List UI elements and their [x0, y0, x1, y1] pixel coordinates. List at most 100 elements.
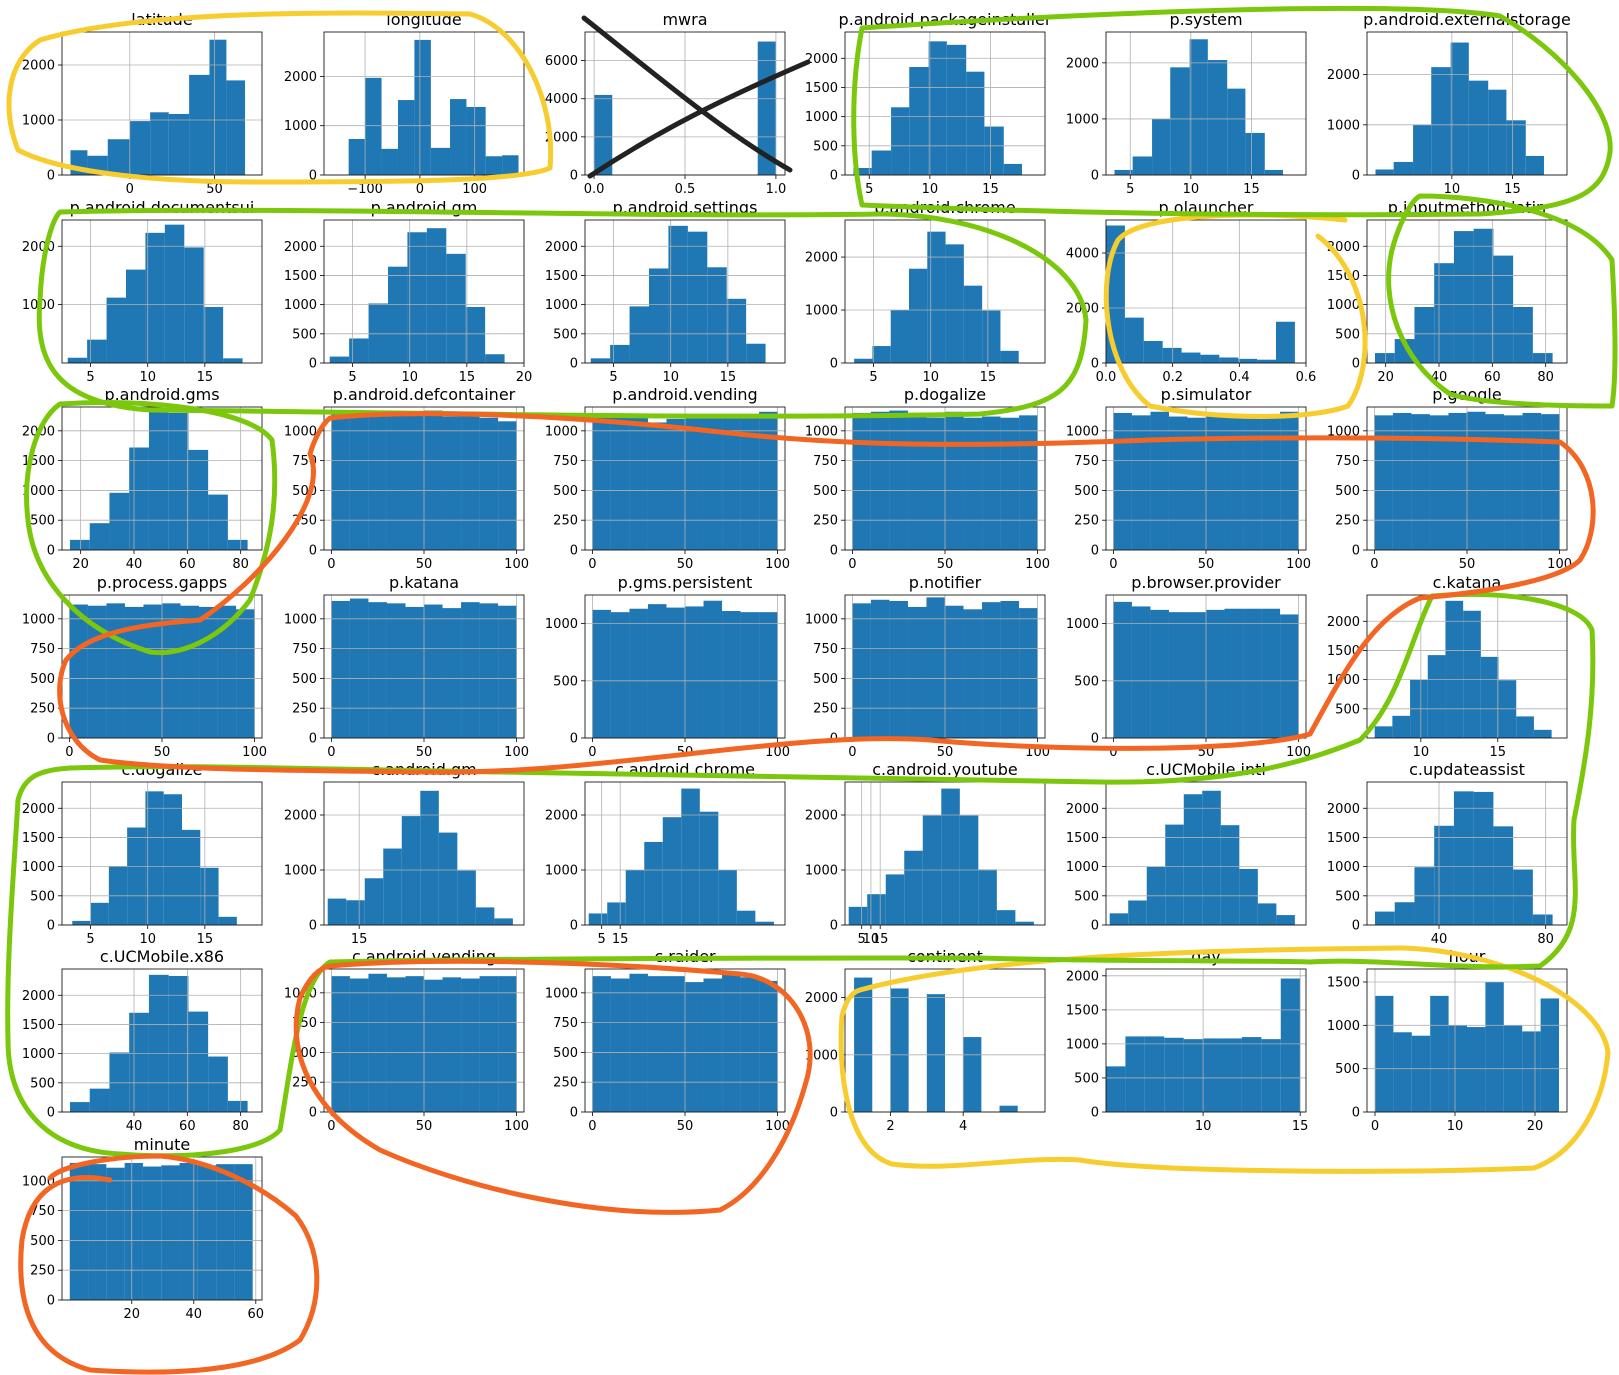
histogram-bar	[662, 817, 682, 925]
histogram-bar	[592, 609, 611, 738]
histogram-bar	[718, 870, 737, 925]
histogram-bar	[1375, 911, 1395, 925]
x-tick-label: 20	[72, 557, 89, 572]
histogram-bar	[963, 1037, 982, 1112]
histogram-title: c.updateassist	[1409, 760, 1525, 779]
histogram-bar	[1113, 601, 1132, 738]
histogram-bar	[666, 418, 685, 550]
histogram-bar	[755, 921, 774, 925]
y-tick-label: 1000	[1066, 860, 1099, 875]
histogram-bar	[364, 878, 384, 925]
x-tick-label: 0	[1371, 1119, 1379, 1134]
histogram-bar	[1261, 1039, 1281, 1112]
histogram-bar	[592, 976, 611, 1112]
histogram-bar	[685, 606, 704, 738]
histogram-bar	[90, 902, 109, 925]
histogram-bar	[1276, 915, 1295, 925]
y-tick-label: 0	[1352, 169, 1360, 184]
y-tick-label: 0	[1352, 357, 1360, 372]
histogram-title: p.notifier	[909, 573, 982, 592]
histogram-bar	[430, 147, 451, 175]
histogram-bar	[162, 603, 181, 738]
x-tick-label: 0	[1109, 557, 1117, 572]
y-tick-label: 4000	[545, 92, 578, 107]
y-tick-label: 750	[553, 1016, 578, 1031]
histogram-bar	[1243, 608, 1262, 738]
histogram-bar	[740, 612, 760, 738]
histogram-bar	[1183, 794, 1203, 925]
histogram-panel: 20 40 60 0 250 500 750 1000 minute	[22, 1135, 264, 1322]
y-tick-label: 1000	[545, 986, 578, 1001]
x-tick-label: 0	[1109, 745, 1117, 760]
x-tick-label: 50	[677, 1119, 694, 1134]
y-tick-label: 0	[47, 919, 55, 934]
histogram-bar	[629, 306, 649, 363]
x-tick-label: 40	[126, 557, 143, 572]
histogram-bar	[67, 357, 88, 363]
histogram-bar	[1264, 169, 1283, 175]
histogram-bar	[870, 599, 890, 738]
histogram-bar	[106, 1167, 125, 1300]
histogram-bar	[889, 410, 908, 550]
y-tick-label: 1000	[1327, 424, 1360, 439]
histogram-bar	[72, 920, 91, 925]
histogram-bar	[1189, 39, 1208, 176]
histogram-bar	[148, 411, 169, 550]
histogram-bar	[1106, 1066, 1126, 1112]
histogram-bar	[1434, 263, 1454, 363]
y-tick-label: 1500	[22, 1018, 55, 1033]
x-tick-label: 100	[765, 557, 790, 572]
y-tick-label: 0	[830, 169, 838, 184]
x-tick-label: 5	[869, 370, 877, 385]
histogram-panel: 40 80 0 500 1000 1500 2000 c.updateassist	[1327, 760, 1568, 947]
y-tick-label: 250	[1074, 514, 1099, 529]
histogram-bar	[1394, 902, 1415, 925]
histogram-title: p.android.externalstorage	[1363, 10, 1571, 29]
histogram-bar	[699, 811, 719, 925]
y-tick-label: 0	[830, 732, 838, 747]
histogram-bar	[592, 416, 611, 550]
x-tick-label: 0	[588, 745, 596, 760]
histogram-bar	[386, 977, 406, 1112]
histogram-title: c.dogalize	[122, 760, 203, 779]
histogram-bar	[1219, 357, 1239, 363]
histogram-bar	[1224, 608, 1244, 738]
histogram-bar	[461, 415, 480, 550]
histogram-bar	[759, 411, 778, 550]
x-tick-label: 40	[1431, 932, 1448, 947]
histogram-bar	[1374, 726, 1393, 738]
histogram-bar	[1463, 610, 1481, 738]
histogram-bar	[1485, 414, 1505, 550]
histogram-title: p.katana	[389, 573, 459, 592]
y-tick-label: 0	[1091, 1106, 1099, 1121]
y-tick-label: 250	[292, 514, 317, 529]
y-tick-label: 1000	[22, 114, 55, 129]
histogram-bar	[1238, 358, 1258, 363]
y-tick-label: 1000	[545, 864, 578, 879]
histogram-title: day	[1191, 947, 1220, 966]
histogram-bar	[1243, 416, 1262, 550]
y-tick-label: 1000	[1327, 1019, 1360, 1034]
histogram-title: c.raider	[654, 947, 716, 966]
histogram-bar	[368, 602, 387, 738]
histogram-bar	[999, 1105, 1018, 1112]
x-tick-label: 10	[1413, 745, 1430, 760]
histogram-bar	[610, 344, 630, 363]
histogram-bar	[607, 902, 626, 925]
y-tick-label: 250	[292, 1076, 317, 1091]
histogram-bar	[168, 412, 189, 550]
y-tick-label: 2000	[284, 809, 317, 824]
histogram-bar	[722, 974, 741, 1112]
histogram-bar	[1488, 89, 1507, 175]
histogram-bar	[907, 416, 927, 550]
histogram-bar	[852, 412, 871, 550]
histogram-bar	[349, 414, 369, 550]
y-tick-label: 500	[30, 514, 55, 529]
y-tick-label: 500	[292, 484, 317, 499]
histogram-bar	[1467, 1027, 1486, 1112]
histogram-bar	[70, 150, 88, 175]
x-tick-label: 5	[86, 370, 94, 385]
histogram-bar	[129, 1012, 149, 1112]
